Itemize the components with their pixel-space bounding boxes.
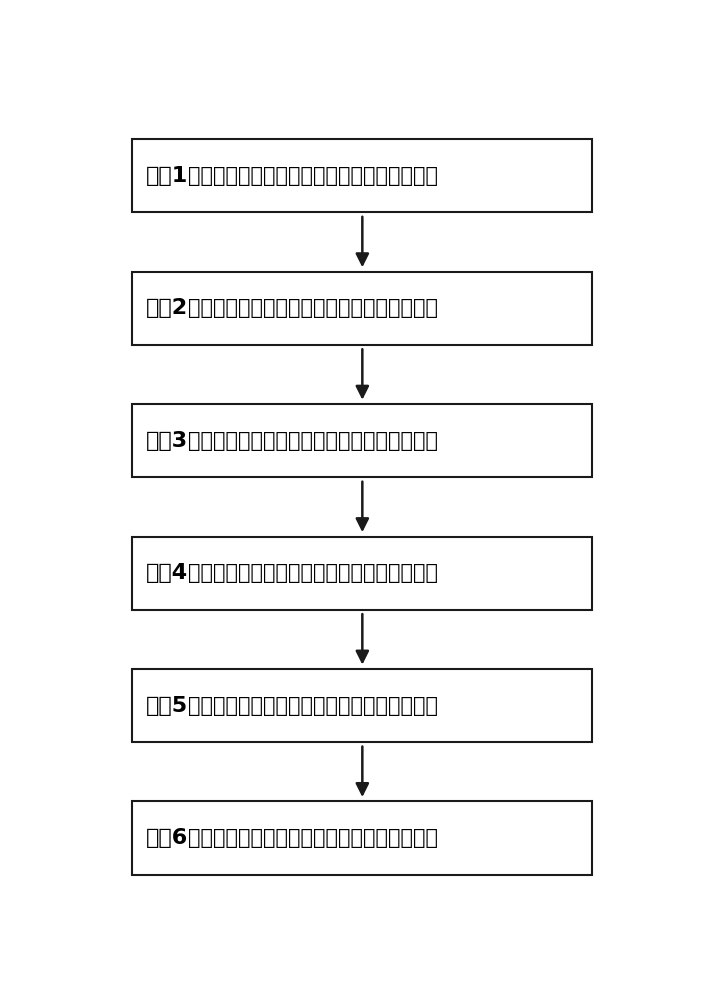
Text: 步骤5: 步骤5 bbox=[146, 696, 188, 716]
Bar bbox=[132, 139, 592, 212]
Text: ：按照设计泵注程序实施完成示踪剂注入作业: ：按照设计泵注程序实施完成示踪剂注入作业 bbox=[188, 563, 438, 583]
Bar bbox=[132, 272, 592, 345]
Text: ：优选适用的化学示踪剂的类型、种类和组合: ：优选适用的化学示踪剂的类型、种类和组合 bbox=[188, 166, 438, 186]
Text: 步骤6: 步骤6 bbox=[146, 828, 188, 848]
Text: ：按照取样时间及频率要求实施连续取样作业: ：按照取样时间及频率要求实施连续取样作业 bbox=[188, 696, 438, 716]
Text: ：针对所有样品进行室内试验，绘制产出剖面: ：针对所有样品进行室内试验，绘制产出剖面 bbox=[188, 828, 438, 848]
Text: ：确定各段示踪剂用量，注入时机和注入流速: ：确定各段示踪剂用量，注入时机和注入流速 bbox=[188, 298, 438, 318]
Text: 步骤2: 步骤2 bbox=[146, 298, 188, 318]
Bar bbox=[132, 669, 592, 742]
Text: 步骤4: 步骤4 bbox=[146, 563, 188, 583]
Bar bbox=[132, 801, 592, 875]
Text: ：规划放置安全区，连接、监测现场作业设备: ：规划放置安全区，连接、监测现场作业设备 bbox=[188, 431, 438, 451]
Bar bbox=[132, 404, 592, 477]
Text: 步骤1: 步骤1 bbox=[146, 166, 188, 186]
Bar bbox=[132, 537, 592, 610]
Text: 步骤3: 步骤3 bbox=[146, 431, 188, 451]
